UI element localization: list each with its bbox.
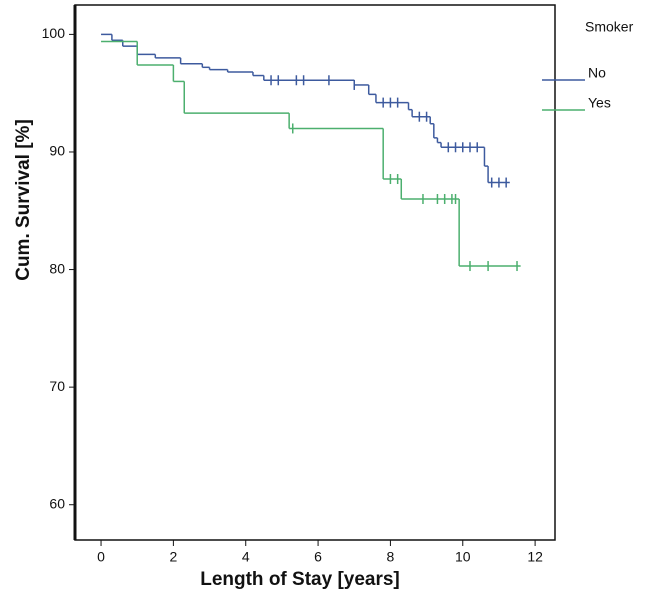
x-tick-label: 6 — [314, 549, 322, 565]
x-tick-label: 12 — [527, 549, 543, 565]
y-tick-label: 100 — [42, 25, 66, 41]
x-tick-label: 4 — [242, 549, 250, 565]
y-tick-label: 60 — [49, 495, 65, 511]
legend-label: No — [588, 65, 606, 81]
y-axis-label: Cum. Survival [%] — [13, 119, 34, 281]
legend-label: Yes — [588, 95, 611, 111]
y-tick-label: 90 — [49, 143, 65, 159]
x-tick-label: 0 — [97, 549, 105, 565]
x-tick-label: 2 — [169, 549, 177, 565]
y-tick-label: 80 — [49, 260, 65, 276]
x-tick-label: 8 — [387, 549, 395, 565]
x-axis-label: Length of Stay [years] — [200, 569, 400, 590]
legend-title: Smoker — [585, 19, 634, 35]
plot-frame — [74, 4, 556, 541]
y-tick-label: 70 — [49, 378, 65, 394]
x-tick-label: 10 — [455, 549, 471, 565]
